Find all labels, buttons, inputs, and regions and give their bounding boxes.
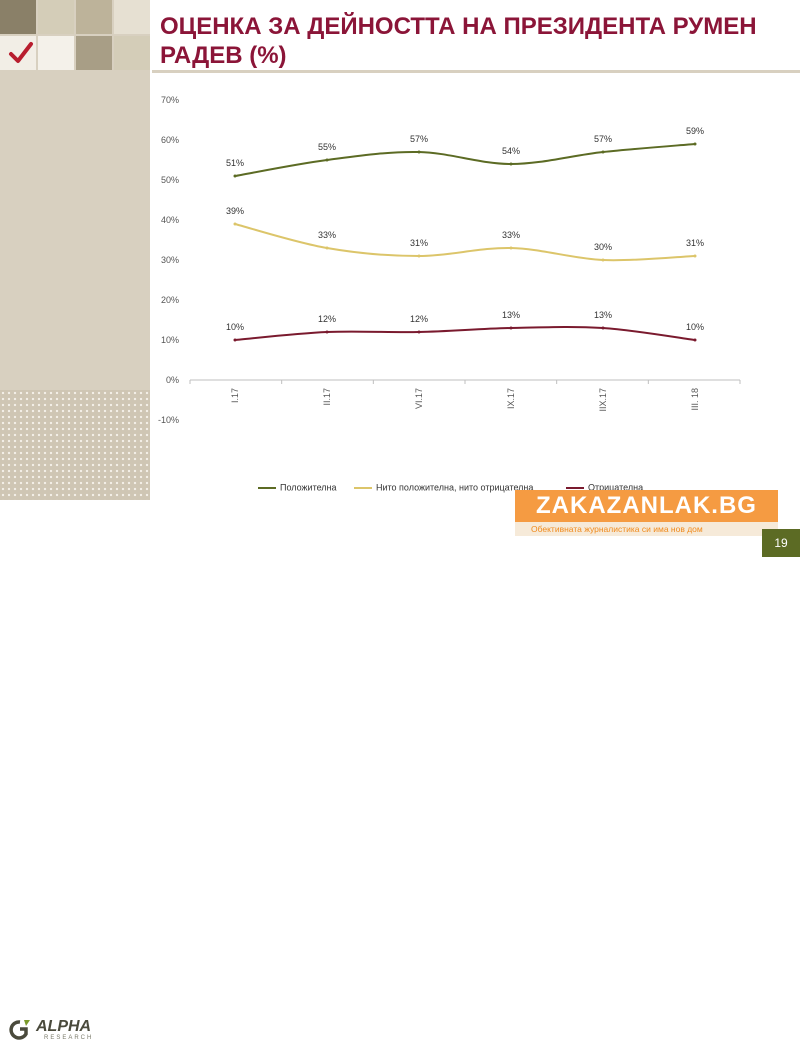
- y-tick-label: 0%: [166, 375, 179, 385]
- data-label: 51%: [226, 158, 244, 168]
- decor-tile: [38, 36, 74, 70]
- data-label: 57%: [594, 134, 612, 144]
- legend-label: Отрицателна: [588, 482, 644, 493]
- data-point-positive: [509, 162, 513, 166]
- logo-text: ALPHA: [36, 1018, 92, 1035]
- data-label: 12%: [318, 314, 336, 324]
- y-tick-label: 40%: [161, 215, 179, 225]
- data-point-positive: [417, 150, 421, 154]
- data-label: 13%: [594, 310, 612, 320]
- data-label: 57%: [410, 134, 428, 144]
- data-point-negative: [509, 326, 513, 330]
- data-label: 55%: [318, 142, 336, 152]
- data-point-positive: [325, 158, 329, 162]
- logo-subtext: RESEARCH: [44, 1035, 94, 1041]
- data-label: 59%: [686, 126, 704, 136]
- series-line-neutral: [234, 223, 696, 262]
- decor-tile: [0, 0, 36, 34]
- y-tick-label: 30%: [161, 255, 179, 265]
- y-tick-label: 20%: [161, 295, 179, 305]
- logo-area: ALPHA RESEARCH: [0, 500, 150, 1041]
- x-tick-label: IIX.17: [598, 388, 608, 412]
- x-tick-label: III. 18: [690, 388, 700, 411]
- data-point-neutral: [233, 222, 237, 226]
- data-label: 31%: [686, 238, 704, 248]
- data-point-positive: [233, 174, 237, 178]
- legend-item-positive: Положителна: [258, 482, 337, 493]
- series-line-positive: [234, 143, 696, 177]
- logo-mark-icon: [9, 1020, 30, 1040]
- y-tick-label: 60%: [161, 135, 179, 145]
- x-tick-label: VI.17: [414, 388, 424, 409]
- data-point-positive: [601, 150, 605, 154]
- legend-swatch-neutral: [354, 486, 372, 489]
- data-label: 10%: [686, 322, 704, 332]
- legend-label: Нито положителна, нито отрицателна: [376, 482, 534, 493]
- data-point-positive: [693, 142, 697, 146]
- data-label: 33%: [318, 230, 336, 240]
- page-number: 19: [762, 529, 800, 557]
- legend-swatch-positive: [258, 486, 276, 489]
- data-point-neutral: [417, 254, 421, 258]
- checkmark-icon: [9, 42, 33, 63]
- y-tick-label: 50%: [161, 175, 179, 185]
- title-divider: [152, 70, 800, 73]
- data-label: 31%: [410, 238, 428, 248]
- decor-tile: [114, 36, 150, 70]
- y-tick-label: 70%: [161, 95, 179, 105]
- data-point-negative: [325, 330, 329, 334]
- decor-tile: [0, 36, 36, 70]
- decor-tile: [76, 0, 112, 34]
- data-label: 54%: [502, 146, 520, 156]
- data-point-neutral: [509, 246, 513, 250]
- data-label: 33%: [502, 230, 520, 240]
- data-point-negative: [601, 326, 605, 330]
- x-tick-label: II.17: [322, 388, 332, 406]
- sidebar-dot-pattern: [0, 390, 150, 500]
- data-point-neutral: [693, 254, 697, 258]
- data-point-negative: [693, 338, 697, 342]
- x-tick-label: IX.17: [506, 388, 516, 409]
- legend-item-neutral: Нито положителна, нито отрицателна: [354, 482, 533, 493]
- data-label: 30%: [594, 242, 612, 252]
- watermark-tagline: Обективната журналистика си има нов дом: [515, 522, 778, 536]
- data-label: 12%: [410, 314, 428, 324]
- x-tick-label: I.17: [230, 388, 240, 403]
- site-watermark: ZAKAZANLAK.BG Обективната журналистика с…: [515, 490, 778, 538]
- watermark-site: ZAKAZANLAK.BG: [515, 490, 778, 522]
- y-tick-label: 10%: [161, 335, 179, 345]
- legend-label: Положителна: [280, 482, 337, 493]
- legend-swatch-negative: [566, 486, 584, 489]
- sidebar-decoration: ALPHA RESEARCH: [0, 0, 150, 1041]
- alpha-research-logo: ALPHA RESEARCH: [6, 1016, 116, 1044]
- data-label: 13%: [502, 310, 520, 320]
- data-point-negative: [417, 330, 421, 334]
- line-chart: -10% 0% 10% 20% 30% 40% 50% 60% 70% I.17 II.17 VI.1…: [158, 95, 741, 425]
- data-label: 39%: [226, 206, 244, 216]
- data-label: 10%: [226, 322, 244, 332]
- decor-tile: [38, 0, 74, 34]
- data-point-negative: [233, 338, 237, 342]
- y-tick-label: -10%: [158, 415, 179, 425]
- data-point-neutral: [601, 258, 605, 262]
- legend-item-negative: Отрицателна: [566, 482, 643, 493]
- series-line-negative: [234, 325, 696, 341]
- decor-tile: [76, 36, 112, 70]
- data-point-neutral: [325, 246, 329, 250]
- decor-tile: [114, 0, 150, 34]
- slide-title: ОЦЕНКА ЗА ДЕЙНОСТТА НА ПРЕЗИДЕНТА РУМЕН …: [160, 13, 757, 69]
